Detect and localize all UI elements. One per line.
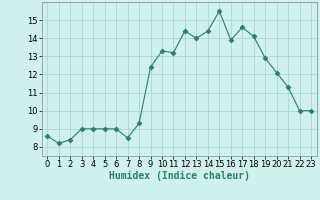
X-axis label: Humidex (Indice chaleur): Humidex (Indice chaleur): [109, 171, 250, 181]
